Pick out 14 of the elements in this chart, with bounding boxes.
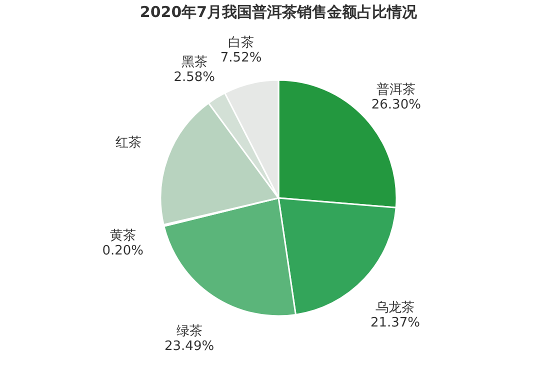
data-label: 2.58% [174, 70, 216, 85]
data-label: 7.52% [220, 50, 262, 66]
slice-label: 黑茶 [181, 54, 208, 70]
data-label: 0.20% [102, 243, 144, 258]
data-label: 21.37% [370, 315, 420, 330]
slice-label: 红茶 [115, 136, 142, 151]
slice-label: 绿茶 [176, 324, 202, 339]
data-label: 26.30% [371, 98, 421, 113]
slice-label: 乌龙茶 [376, 300, 415, 316]
data-label: 23.49% [164, 338, 214, 354]
slice-label: 白茶 [228, 35, 254, 50]
slice-label: 黄茶 [110, 228, 136, 244]
chart-title: 2020年7月我国普洱茶销售金额占比情况 [140, 3, 418, 21]
slice-label: 普洱茶 [376, 82, 416, 98]
